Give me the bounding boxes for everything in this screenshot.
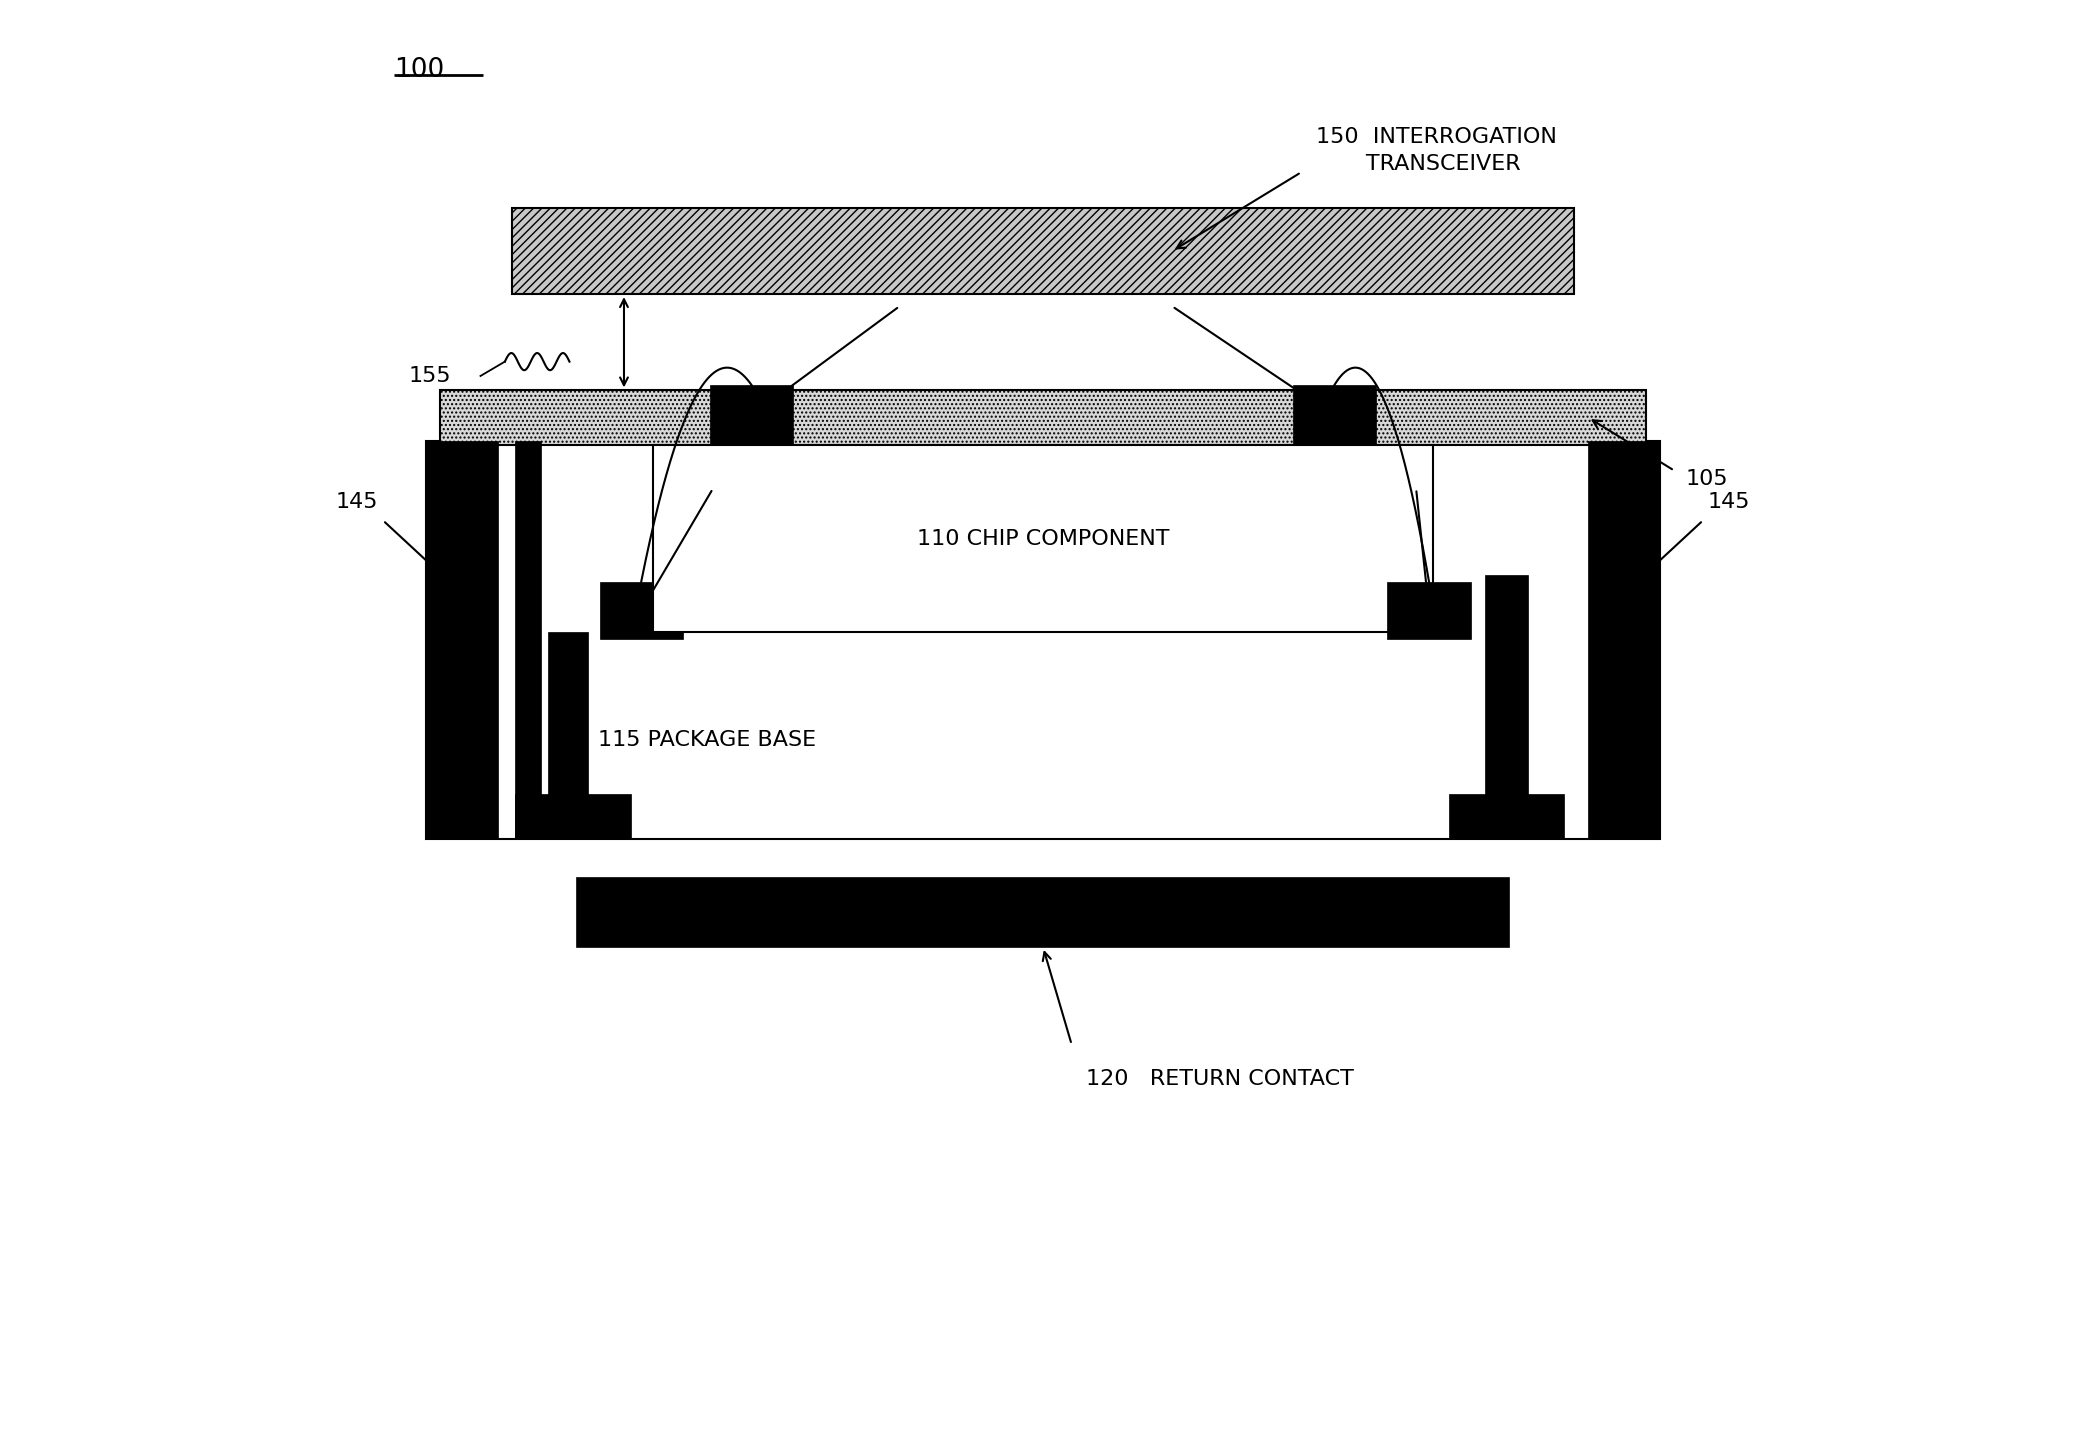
Bar bbox=[599, 581, 682, 639]
Bar bbox=[1450, 794, 1564, 839]
Text: 155: 155 bbox=[409, 366, 451, 386]
Bar bbox=[709, 385, 793, 445]
Text: 150  INTERROGATION
       TRANSCEIVER: 150 INTERROGATION TRANSCEIVER bbox=[1316, 128, 1556, 174]
Text: 110 CHIP COMPONENT: 110 CHIP COMPONENT bbox=[916, 528, 1170, 548]
Bar bbox=[426, 441, 1660, 839]
Bar bbox=[440, 390, 1646, 445]
Bar bbox=[653, 445, 1433, 631]
Text: 145: 145 bbox=[1708, 492, 1750, 512]
Bar bbox=[549, 631, 588, 839]
Bar bbox=[515, 794, 632, 839]
Text: 100: 100 bbox=[394, 57, 444, 83]
Text: 135: 135 bbox=[1431, 455, 1473, 474]
Text: 130: 130 bbox=[914, 273, 955, 291]
Bar bbox=[426, 441, 499, 839]
Bar bbox=[576, 878, 1510, 947]
Bar bbox=[1293, 385, 1377, 445]
Text: 120   RETURN CONTACT: 120 RETURN CONTACT bbox=[1087, 1069, 1354, 1089]
Bar bbox=[1587, 441, 1660, 839]
Text: 105: 105 bbox=[1685, 469, 1729, 489]
Text: 125: 125 bbox=[1187, 273, 1229, 291]
Bar bbox=[511, 208, 1575, 294]
Text: 145: 145 bbox=[336, 492, 378, 512]
Bar bbox=[1387, 581, 1471, 639]
Bar bbox=[515, 441, 540, 839]
Text: 140: 140 bbox=[728, 455, 770, 474]
Bar bbox=[1485, 574, 1529, 839]
Text: 115 PACKAGE BASE: 115 PACKAGE BASE bbox=[599, 730, 816, 749]
